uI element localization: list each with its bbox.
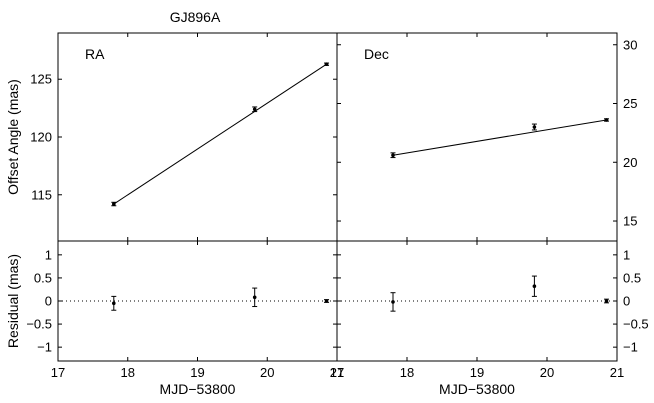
data-point (252, 107, 257, 112)
x-tick-label: 20 (260, 365, 274, 380)
y-axis-label: Offset Angle (mas) (5, 79, 21, 195)
data-point (532, 284, 537, 289)
y-tick-label: 15 (623, 214, 637, 229)
fit-line (113, 63, 327, 205)
y-tick-label: 0.5 (623, 270, 641, 285)
x-tick-label: 18 (121, 365, 135, 380)
y-tick-label: 120 (30, 130, 52, 145)
x-axis-label: MJD−53800 (160, 381, 236, 397)
figure-title: GJ896A (170, 9, 221, 25)
y-axis-label: Residual (mas) (5, 254, 21, 348)
y-tick-label: −0.5 (26, 317, 52, 332)
y-tick-label: 115 (31, 187, 52, 202)
fit-line (392, 119, 607, 156)
data-point (604, 118, 609, 122)
x-tick-label: 21 (330, 365, 344, 380)
x-tick-label: 21 (610, 365, 624, 380)
y-tick-label: 125 (30, 72, 52, 87)
panel-dec: 15 20 25 30 Dec (336, 32, 637, 242)
y-tick-label: 1 (45, 247, 52, 262)
data-point (604, 299, 609, 303)
plot-frame (57, 240, 338, 362)
x-axis-label: MJD−53800 (439, 381, 515, 397)
data-point (112, 301, 116, 306)
data-point (391, 300, 395, 304)
x-tick-label: 18 (400, 365, 414, 380)
data-point (324, 62, 329, 66)
x-tick-label: 17 (51, 365, 65, 380)
x-tick-label: 19 (190, 365, 204, 380)
data-point (324, 299, 329, 303)
y-tick-label: 30 (623, 37, 637, 52)
y-tick-label: 0 (45, 294, 52, 309)
data-point (391, 153, 395, 158)
y-tick-label: 20 (623, 155, 637, 170)
panel-dec-residual: −1 −0.5 0 0.5 1 17 18 19 20 21 MJD−53800 (330, 240, 649, 397)
x-tick-label: 19 (470, 365, 484, 380)
y-tick-label: −1 (623, 340, 638, 355)
panel-ra: 115 120 125 Offset Angle (mas) RA (5, 32, 338, 242)
y-tick-label: −1 (37, 340, 52, 355)
x-tick-label: 17 (330, 365, 344, 380)
y-tick-label: 0.5 (34, 270, 52, 285)
plot-frame (57, 32, 338, 242)
panel-label: Dec (364, 46, 389, 62)
y-tick-label: 25 (623, 96, 637, 111)
y-tick-label: 0 (623, 294, 630, 309)
x-tick-label: 20 (540, 365, 554, 380)
data-point (252, 295, 257, 300)
data-point (112, 202, 116, 206)
y-tick-label: 1 (623, 247, 630, 262)
plot-frame (336, 32, 618, 242)
y-tick-label: −0.5 (623, 317, 649, 332)
panel-label: RA (85, 46, 105, 62)
data-point (532, 125, 537, 129)
panel-ra-residual: −1 −0.5 0 0.5 1 17 18 19 20 21 Residual (mas) MJD−5… (5, 240, 344, 397)
